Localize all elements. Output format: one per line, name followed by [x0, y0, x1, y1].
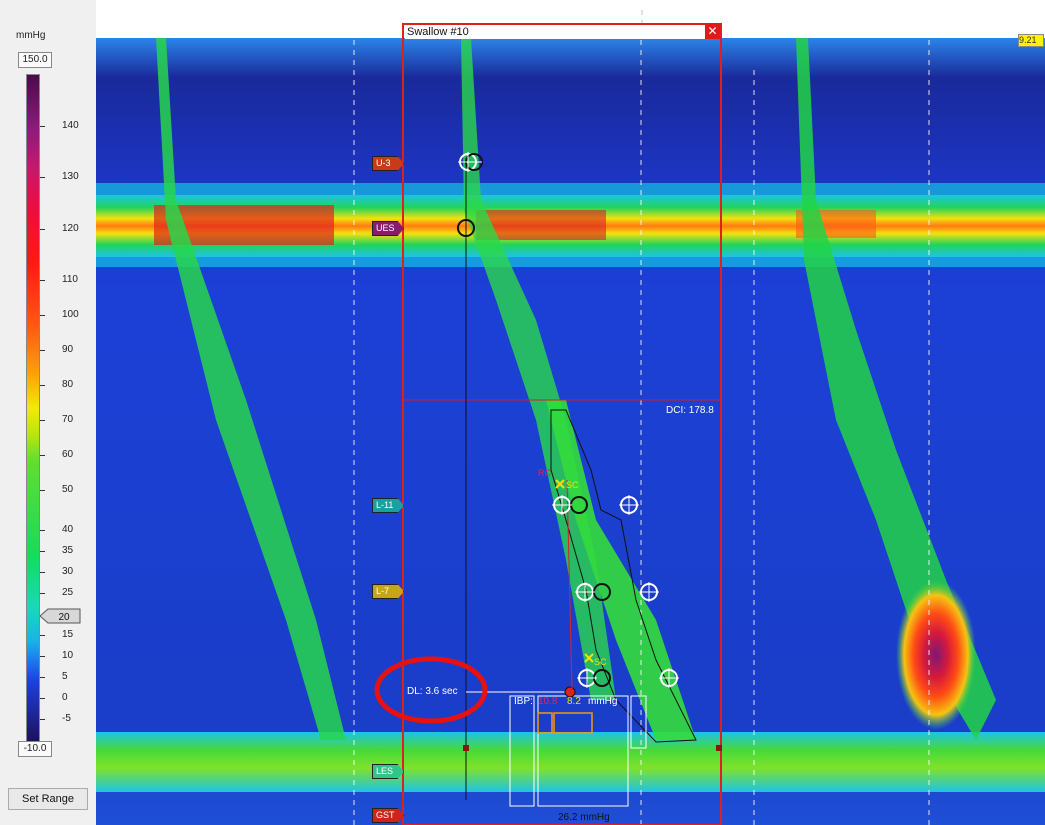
scale-tick	[40, 635, 45, 636]
topography-canvas	[96, 0, 1045, 825]
unit-label: mmHg	[16, 30, 46, 41]
bottom-pressure-value: 26.2 mmHg	[558, 812, 610, 823]
scale-tick-label: 70	[62, 414, 74, 425]
ibp-value-2: 8.2	[567, 696, 581, 707]
scale-tick	[40, 677, 45, 678]
ibp-unit: mmHg	[588, 696, 618, 707]
scale-tick-label: 5	[62, 671, 68, 682]
scale-tick	[40, 698, 45, 699]
scale-tick	[40, 455, 45, 456]
sc-label-top: SC	[566, 480, 579, 490]
scale-tick	[40, 125, 45, 127]
range-min-input[interactable]: -10.0	[18, 741, 52, 757]
sc-label-bottom: SC	[594, 657, 607, 667]
color-scale-bar	[26, 74, 40, 742]
dl-value: DL: 3.6 sec	[407, 686, 458, 697]
scale-tick-label: 30	[62, 566, 74, 577]
channel-label-ues[interactable]: UES	[372, 221, 404, 236]
scale-tick-label: 35	[62, 545, 74, 556]
scale-tick	[40, 420, 45, 421]
scale-tick-label: 50	[62, 484, 74, 495]
channel-label-gst[interactable]: GST	[372, 808, 404, 823]
threshold-marker[interactable]: 20	[40, 608, 88, 624]
scale-tick	[40, 177, 45, 178]
scale-tick	[40, 572, 45, 573]
scale-tick	[40, 385, 45, 386]
time-tag: 9.21	[1018, 34, 1044, 47]
threshold-value: 20	[58, 612, 70, 623]
scale-tick-label: 110	[62, 274, 78, 285]
scale-tick	[40, 656, 45, 657]
scale-tick-label: 25	[62, 587, 74, 598]
ibp-value-1: 10.8	[538, 696, 558, 707]
scale-tick-label: 90	[62, 344, 74, 355]
scale-tick	[40, 593, 45, 594]
scale-tick-label: 140	[62, 119, 79, 131]
scale-tick-label: 15	[62, 629, 74, 640]
scale-tick-label: -5	[62, 713, 71, 724]
scale-tick	[40, 280, 45, 281]
scale-tick-label: 80	[62, 379, 74, 390]
scale-tick-label: 10	[62, 650, 74, 661]
scale-tick	[40, 551, 45, 552]
channel-label-l11[interactable]: L-11	[372, 498, 404, 513]
scale-tick	[40, 228, 45, 230]
scale-tick-label: 40	[62, 524, 74, 535]
ibp-label: IBP:	[514, 696, 533, 707]
pressure-scale-panel: mmHg 150.0 140 130 120 110 100 90 80 70 60 50 40 35…	[0, 0, 96, 825]
scale-tick	[40, 490, 45, 491]
scale-tick-label: 0	[62, 692, 68, 703]
scale-tick-label: 60	[62, 449, 74, 460]
scale-tick-label: 130	[62, 171, 79, 182]
scale-tick	[40, 719, 45, 720]
channel-label-l7[interactable]: L-7	[372, 584, 404, 599]
close-icon[interactable]: ✕	[705, 24, 720, 39]
scale-tick-label: 100	[62, 309, 79, 320]
scale-tick	[40, 350, 45, 351]
rc-label: RC	[538, 468, 551, 478]
scale-tick	[40, 530, 45, 531]
scale-tick	[40, 315, 45, 316]
swallow-title: Swallow #10	[405, 25, 707, 39]
set-range-button[interactable]: Set Range	[8, 788, 88, 810]
pressure-topography-plot[interactable]: Swallow #10 ✕ 9.21 U-3 UES L-11 L-7 LES …	[96, 0, 1045, 825]
scale-tick-label: 120	[62, 222, 79, 234]
channel-label-u3[interactable]: U-3	[372, 156, 404, 171]
channel-label-les[interactable]: LES	[372, 764, 404, 779]
range-max-input[interactable]: 150.0	[18, 52, 52, 68]
dci-value: DCI: 178.8	[666, 405, 714, 416]
